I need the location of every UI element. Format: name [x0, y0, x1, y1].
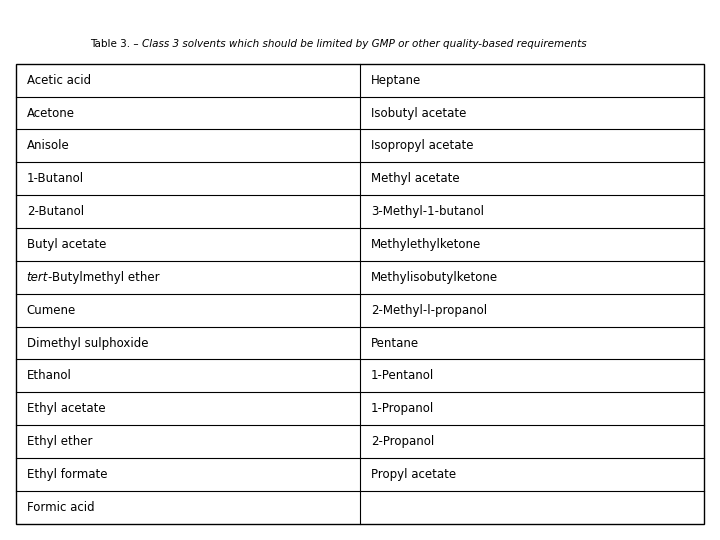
Text: 1-Butanol: 1-Butanol [27, 172, 84, 185]
Text: Formic acid: Formic acid [27, 501, 94, 514]
Text: 2-Methyl-l-propanol: 2-Methyl-l-propanol [371, 303, 487, 316]
Text: Dimethyl sulphoxide: Dimethyl sulphoxide [27, 336, 148, 349]
Text: Cumene: Cumene [27, 303, 76, 316]
Text: tert: tert [27, 271, 48, 284]
Bar [16, 64, 704, 524]
Text: Class 3 solvents which should be limited by GMP or other quality-based requireme: Class 3 solvents which should be limited… [142, 39, 587, 49]
Text: Isobutyl acetate: Isobutyl acetate [371, 106, 466, 119]
Text: 3-Methyl-1-butanol: 3-Methyl-1-butanol [371, 205, 484, 218]
Text: Methylethylketone: Methylethylketone [371, 238, 481, 251]
Text: Ethyl formate: Ethyl formate [27, 468, 107, 481]
Text: Anisole: Anisole [27, 139, 69, 152]
Text: Ethanol: Ethanol [27, 369, 71, 382]
Text: Methyl acetate: Methyl acetate [371, 172, 459, 185]
Text: Propyl acetate: Propyl acetate [371, 468, 456, 481]
Text: Methylisobutylketone: Methylisobutylketone [371, 271, 498, 284]
Text: 1-Pentanol: 1-Pentanol [371, 369, 434, 382]
Text: Butyl acetate: Butyl acetate [27, 238, 106, 251]
Text: Pentane: Pentane [371, 336, 419, 349]
Text: Acetic acid: Acetic acid [27, 73, 91, 86]
Text: 2-Propanol: 2-Propanol [371, 435, 434, 448]
Text: Isopropyl acetate: Isopropyl acetate [371, 139, 473, 152]
Text: Ethyl ether: Ethyl ether [27, 435, 92, 448]
Text: Acetone: Acetone [27, 106, 75, 119]
Text: Ethyl acetate: Ethyl acetate [27, 402, 105, 415]
Text: Heptane: Heptane [371, 73, 421, 86]
Text: -Butylmethyl ether: -Butylmethyl ether [48, 271, 160, 284]
Text: Table 3. –: Table 3. – [90, 39, 142, 49]
Text: 2-Butanol: 2-Butanol [27, 205, 84, 218]
Text: 1-Propanol: 1-Propanol [371, 402, 434, 415]
